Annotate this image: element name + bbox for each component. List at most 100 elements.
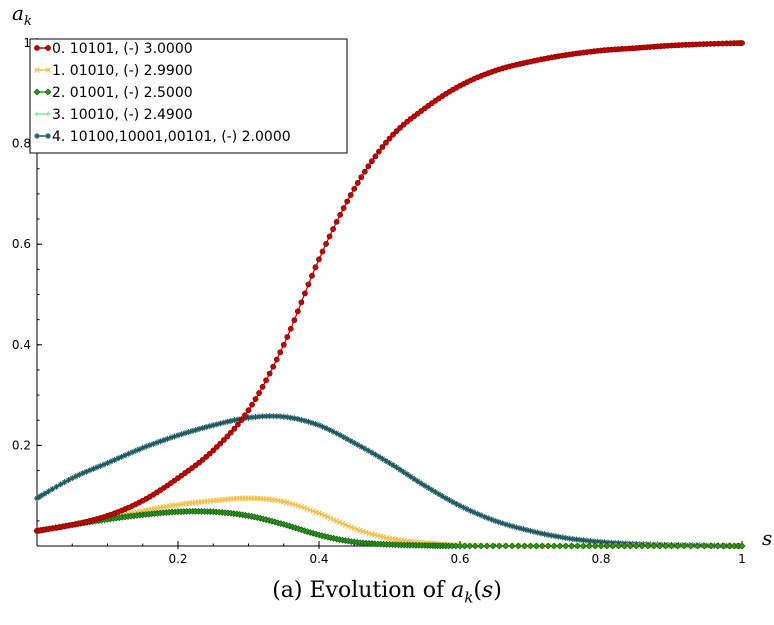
- data-point: [125, 450, 132, 457]
- data-point: [435, 491, 442, 498]
- data-point: [514, 542, 522, 550]
- data-point: [358, 443, 365, 450]
- data-point: [383, 139, 389, 146]
- data-point: [263, 377, 270, 384]
- data-point: [220, 437, 227, 443]
- series-layer: [33, 40, 746, 550]
- data-point: [339, 520, 346, 527]
- data-point: [309, 272, 315, 279]
- data-point: [474, 510, 481, 517]
- data-point: [598, 538, 604, 545]
- x-axis-label: s: [762, 526, 772, 550]
- data-point: [527, 542, 534, 550]
- data-point: [668, 542, 675, 550]
- data-point: [351, 185, 358, 192]
- x-tick-label: 0.4: [309, 552, 328, 566]
- line-chart: 0.2 0.4 0.6 0.8 1 0.2 0.4 0.6 0.8 1 s ak 0. 10101…: [12, 1, 772, 566]
- data-point: [41, 490, 48, 497]
- data-point: [347, 437, 354, 444]
- data-point: [559, 534, 566, 541]
- data-point: [150, 440, 157, 447]
- data-point: [231, 425, 238, 432]
- data-point: [544, 542, 552, 550]
- series-line-4: [36, 415, 743, 547]
- data-point: [608, 539, 615, 546]
- data-point: [203, 424, 210, 431]
- data-point: [249, 414, 256, 421]
- data-point: [603, 542, 611, 550]
- data-point: [597, 542, 605, 550]
- data-point: [714, 542, 722, 550]
- data-point: [36, 493, 43, 500]
- data-point: [386, 135, 393, 142]
- data-point: [210, 422, 217, 429]
- data-point: [330, 226, 336, 232]
- data-point: [538, 530, 545, 537]
- data-point: [245, 407, 252, 414]
- figure-caption: (a) Evolution of ak(s): [0, 578, 774, 606]
- data-point: [178, 431, 185, 438]
- data-point: [456, 542, 464, 550]
- x-tick-label: 0.8: [591, 552, 610, 566]
- data-point: [520, 526, 527, 533]
- data-point: [199, 425, 206, 432]
- data-point: [393, 464, 400, 471]
- data-point: [626, 540, 633, 547]
- data-point: [411, 475, 418, 482]
- data-point: [38, 492, 45, 499]
- data-point: [136, 446, 143, 453]
- caption-text: (a) Evolution of ak(s): [272, 578, 502, 607]
- data-point: [65, 476, 72, 483]
- data-point: [153, 439, 160, 446]
- ticks: 0.2 0.4 0.6 0.8 1 0.2 0.4 0.6 0.8 1: [12, 36, 746, 566]
- data-point: [333, 518, 340, 524]
- data-point: [672, 542, 679, 549]
- data-point: [376, 148, 382, 155]
- data-point: [287, 325, 294, 332]
- data-point: [573, 536, 580, 543]
- data-point: [552, 533, 559, 540]
- data-point: [579, 542, 587, 550]
- data-point: [347, 192, 354, 198]
- data-point: [562, 534, 569, 541]
- data-point: [333, 430, 340, 437]
- data-point: [206, 450, 213, 457]
- data-point: [160, 437, 167, 444]
- data-point: [687, 542, 695, 550]
- data-point: [217, 420, 224, 427]
- data-point: [382, 457, 389, 464]
- data-point: [280, 341, 287, 348]
- data-point: [576, 536, 583, 543]
- data-point: [93, 464, 100, 471]
- data-point: [446, 497, 453, 504]
- data-point: [263, 413, 270, 420]
- data-point: [321, 512, 328, 519]
- data-point: [337, 211, 344, 218]
- data-point: [662, 542, 670, 550]
- data-point: [656, 542, 664, 550]
- data-point: [224, 433, 231, 440]
- data-point: [76, 471, 83, 478]
- data-point: [471, 509, 478, 516]
- data-point: [301, 290, 308, 297]
- data-point: [259, 383, 266, 390]
- data-point: [256, 413, 263, 420]
- data-point: [182, 430, 189, 437]
- data-point: [327, 515, 334, 522]
- data-point: [626, 542, 634, 550]
- data-point: [324, 514, 331, 520]
- data-point: [217, 440, 224, 447]
- data-point: [312, 264, 319, 271]
- data-point: [294, 308, 301, 315]
- data-point: [118, 453, 125, 460]
- y-axis-label: ak: [12, 1, 32, 29]
- data-point: [337, 432, 344, 439]
- data-point: [316, 422, 322, 429]
- data-point: [397, 466, 404, 473]
- data-point: [213, 421, 220, 428]
- data-point: [562, 542, 570, 550]
- legend-label: 4. 10100,10001,00101, (-) 2.0000: [52, 129, 291, 145]
- data-point: [449, 499, 456, 506]
- data-point: [108, 458, 115, 465]
- data-point: [330, 428, 337, 435]
